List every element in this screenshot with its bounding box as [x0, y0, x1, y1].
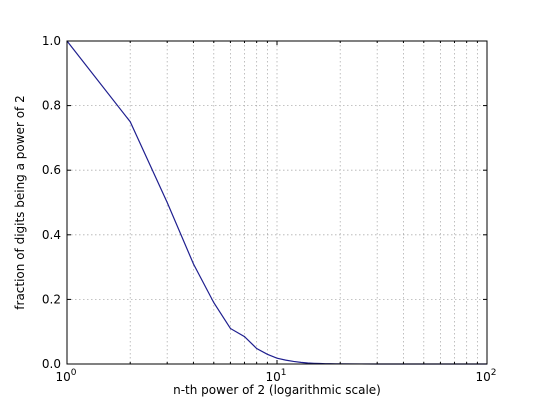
y-axis-label: fraction of digits being a power of 2 — [13, 95, 27, 309]
y-tick-label: 0.4 — [42, 228, 61, 242]
x-tick-labels: 100 101 102 — [55, 368, 496, 384]
x-tick-label: 100 — [55, 368, 76, 384]
plot-frame — [66, 40, 488, 365]
y-tick-label: 0.0 — [42, 357, 61, 371]
y-tick-labels: 0.0 0.2 0.4 0.6 0.8 1.0 — [42, 34, 61, 371]
y-tick-label: 0.8 — [42, 99, 61, 113]
grid-lines — [67, 41, 487, 364]
x-tick-label: 102 — [475, 368, 496, 384]
y-tick-label: 1.0 — [42, 34, 61, 48]
y-tick-label: 0.6 — [42, 163, 61, 177]
x-tick-label: 101 — [265, 368, 286, 384]
y-tick-label: 0.2 — [42, 292, 61, 306]
x-axis-label: n-th power of 2 (logarithmic scale) — [173, 383, 381, 397]
